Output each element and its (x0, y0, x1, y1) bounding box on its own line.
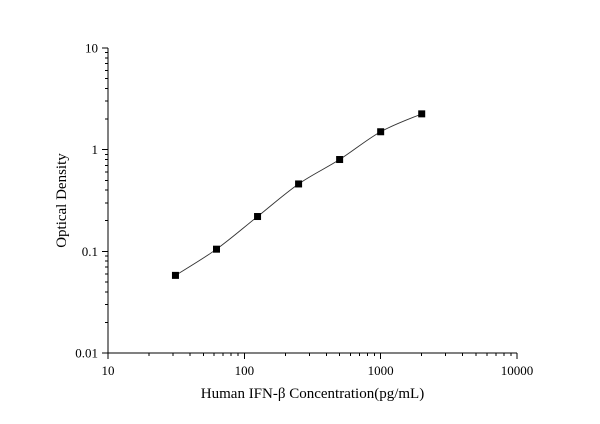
data-point (295, 180, 303, 188)
data-point (418, 110, 426, 118)
x-tick-label: 10 (102, 363, 115, 378)
x-tick-label: 10000 (501, 363, 534, 378)
axes-layer: 10 100 1000 10000 0.01 0.1 1 10 (75, 41, 533, 379)
x-tick-label: 1000 (368, 363, 394, 378)
data-point (377, 128, 385, 136)
fit-curve (175, 113, 422, 276)
data-points-layer (171, 110, 426, 279)
x-tick-label: 100 (235, 363, 255, 378)
data-point (254, 213, 262, 221)
x-axis-title: Human IFN-β Concentration(pg/mL) (201, 386, 424, 402)
y-tick-label: 0.1 (82, 244, 98, 259)
y-axis-title: Optical Density (54, 153, 70, 248)
data-point (213, 245, 220, 253)
data-point (336, 156, 344, 164)
y-tick-label: 1 (92, 142, 99, 157)
y-tick-label: 0.01 (75, 346, 98, 361)
data-point (171, 271, 179, 279)
fit-curve-layer (175, 113, 422, 276)
y-tick-label: 10 (85, 41, 98, 56)
